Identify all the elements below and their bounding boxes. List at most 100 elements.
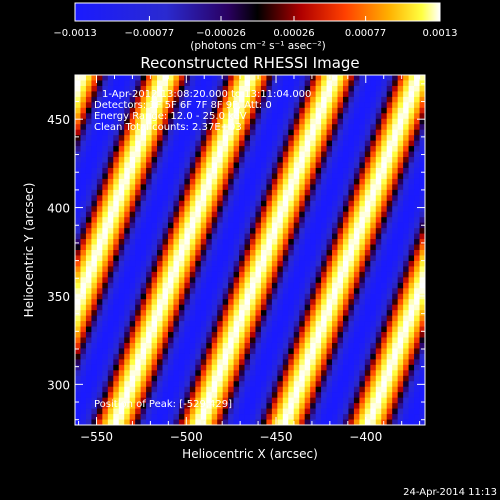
heatmap-cell (277, 414, 284, 421)
heatmap-cell (233, 321, 240, 328)
heatmap-cell (353, 348, 360, 355)
heatmap-cell (157, 381, 163, 388)
heatmap-cell (381, 266, 388, 273)
heatmap-cell (146, 189, 153, 196)
heatmap-cell (80, 206, 87, 213)
heatmap-cell (80, 260, 87, 267)
heatmap-cell (107, 381, 114, 388)
heatmap-cell (85, 195, 92, 202)
heatmap-cell (244, 386, 251, 393)
heatmap-cell (129, 140, 136, 147)
heatmap-cell (129, 408, 136, 415)
heatmap-cell (217, 419, 224, 426)
heatmap-cell (293, 293, 300, 300)
heatmap-cell (266, 228, 273, 235)
heatmap-cell (392, 162, 399, 169)
heatmap-cell (250, 178, 256, 185)
heatmap-cell (146, 239, 153, 246)
heatmap-cell (260, 113, 267, 120)
heatmap-cell (348, 162, 355, 169)
heatmap-cell (408, 85, 415, 92)
heatmap-cell (250, 414, 256, 421)
heatmap-cell (173, 140, 180, 147)
heatmap-cell (255, 96, 262, 103)
heatmap-cell (255, 195, 262, 202)
heatmap-cell (91, 266, 98, 273)
heatmap-cell (359, 353, 366, 360)
heatmap-cell (167, 288, 174, 295)
heatmap-cell (386, 157, 393, 163)
heatmap-cell (375, 167, 382, 174)
heatmap-cell (162, 414, 169, 421)
heatmap-cell (217, 403, 224, 410)
heatmap-cell (178, 195, 185, 202)
heatmap-cell (244, 408, 251, 415)
heatmap-cell (129, 321, 136, 328)
heatmap-cell (239, 102, 246, 109)
heatmap-cell (80, 288, 87, 295)
heatmap-cell (222, 419, 229, 426)
heatmap-cell (321, 414, 328, 421)
heatmap-cell (408, 348, 415, 355)
heatmap-cell (107, 80, 114, 87)
heatmap-cell (85, 304, 92, 311)
heatmap-cell (266, 326, 273, 333)
heatmap-cell (189, 250, 196, 256)
heatmap-cell (337, 332, 344, 338)
heatmap-cell (228, 157, 235, 163)
heatmap-cell (408, 167, 415, 174)
heatmap-cell (146, 299, 153, 306)
heatmap-cell (359, 167, 366, 174)
heatmap-cell (326, 255, 333, 262)
heatmap-cell (386, 233, 393, 240)
heatmap-cell (140, 157, 147, 163)
heatmap-cell (321, 310, 328, 317)
heatmap-cell (370, 167, 377, 174)
heatmap-cell (397, 386, 404, 393)
heatmap-cell (419, 250, 426, 256)
heatmap-cell (310, 173, 317, 180)
heatmap-cell (364, 342, 371, 349)
heatmap-cell (277, 364, 284, 371)
heatmap-cell (140, 162, 147, 169)
heatmap-cell (364, 124, 371, 131)
heatmap-cell (184, 75, 191, 81)
heatmap-cell (189, 260, 196, 267)
heatmap-cell (200, 200, 207, 207)
heatmap-cell (206, 266, 213, 273)
heatmap-cell (157, 250, 163, 256)
heatmap-cell (80, 75, 87, 81)
heatmap-cell (157, 233, 163, 240)
heatmap-cell (386, 370, 393, 377)
heatmap-cell (337, 167, 344, 174)
heatmap-cell (348, 80, 355, 87)
heatmap-cell (85, 375, 92, 382)
heatmap-cell (419, 288, 426, 295)
heatmap-cell (124, 375, 131, 382)
heatmap-cell (107, 375, 114, 382)
heatmap-cell (239, 211, 246, 218)
heatmap-cell (370, 414, 377, 421)
heatmap-cell (211, 386, 218, 393)
heatmap-cell (408, 337, 415, 344)
heatmap-cell (102, 348, 109, 355)
heatmap-cell (151, 135, 158, 142)
heatmap-cell (228, 189, 235, 196)
heatmap-cell (96, 178, 103, 185)
heatmap-cell (414, 140, 421, 147)
heatmap-cell (381, 244, 388, 251)
heatmap-cell (162, 419, 169, 426)
heatmap-cell (282, 107, 289, 114)
heatmap-cell (271, 414, 278, 421)
heatmap-cell (157, 75, 163, 81)
heatmap-cell (364, 250, 371, 256)
heatmap-cell (386, 397, 393, 404)
heatmap-cell (151, 381, 158, 388)
heatmap-cell (118, 113, 125, 120)
heatmap-cell (321, 96, 328, 103)
heatmap-cell (370, 222, 377, 229)
heatmap-cell (419, 107, 426, 114)
heatmap-cell (113, 135, 120, 142)
heatmap-cell (195, 244, 202, 251)
heatmap-cell (288, 282, 295, 289)
